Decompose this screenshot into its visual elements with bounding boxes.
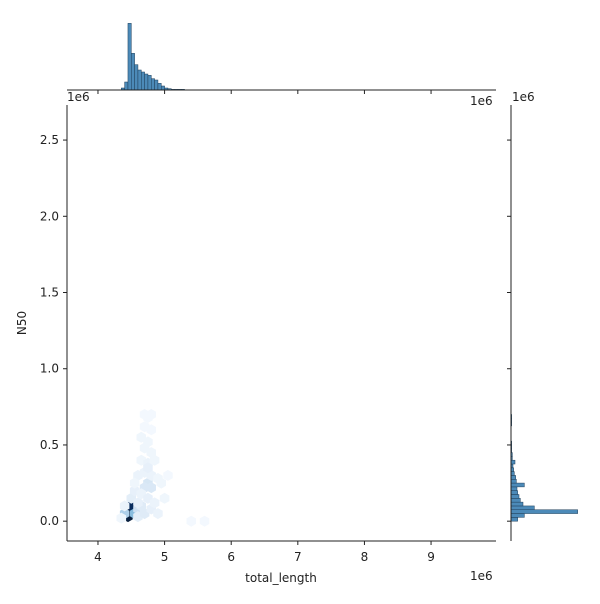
x-tick-label: 8 xyxy=(361,550,369,564)
y-tick-label: 2.0 xyxy=(40,209,59,223)
hex xyxy=(119,500,130,512)
hex xyxy=(153,508,163,520)
top-hist-bar xyxy=(141,71,145,91)
top-hist-bar xyxy=(154,79,159,91)
right-marginal-offset-label: 1e6 xyxy=(512,90,535,104)
hex xyxy=(199,515,210,527)
right-hist-bar xyxy=(510,490,518,495)
right-hist-bar xyxy=(510,482,525,488)
hex xyxy=(116,512,127,524)
x-tick-label: 9 xyxy=(427,550,435,564)
right-hist-bar xyxy=(510,486,518,491)
y-tick-label: 1.0 xyxy=(40,362,59,376)
top-hist-bar xyxy=(127,23,132,91)
hex xyxy=(156,477,166,489)
x-tick-label: 7 xyxy=(294,550,302,564)
hex xyxy=(129,477,140,489)
right-hist-bar xyxy=(510,475,516,480)
y-offset-label: 1e6 xyxy=(67,90,90,104)
hex xyxy=(186,515,196,527)
hex xyxy=(146,424,156,436)
top-hist-bar xyxy=(134,64,139,91)
hex xyxy=(143,462,153,474)
right-hist-bar xyxy=(510,459,516,465)
right-hist-bar xyxy=(510,505,535,510)
right-hist-bar xyxy=(510,501,524,507)
top-hist-bar xyxy=(137,69,142,91)
y-tick-label: 0.5 xyxy=(40,438,59,452)
hex xyxy=(146,447,156,459)
top-hist-bar xyxy=(131,53,135,91)
hex xyxy=(133,497,143,509)
right-hist-bar xyxy=(510,513,525,518)
hex xyxy=(143,436,153,448)
y-tick-label: 0.0 xyxy=(40,514,59,528)
y-axis-label: N50 xyxy=(15,311,29,335)
top-hist-bar xyxy=(157,83,162,91)
right-hist-bar xyxy=(510,517,518,522)
x-tick-label: 6 xyxy=(227,550,235,564)
hex xyxy=(163,469,173,481)
y-tick-label: 1.5 xyxy=(40,286,59,300)
right-hist-bar xyxy=(510,509,578,514)
right-hist-bar xyxy=(510,494,520,499)
top-hist-bar xyxy=(144,73,149,91)
top-hist-bar xyxy=(151,78,155,91)
top-hist-bar xyxy=(161,85,165,91)
x-tick-label: 5 xyxy=(161,550,169,564)
hex xyxy=(159,492,170,504)
right-hist-bar xyxy=(510,479,517,484)
hex xyxy=(146,482,156,494)
top-marginal-offset-label: 1e6 xyxy=(470,94,493,108)
right-hist-bar xyxy=(510,498,521,503)
x-axis-label: total_length xyxy=(245,571,317,585)
x-offset-label: 1e6 xyxy=(470,569,493,583)
y-tick-label: 2.5 xyxy=(40,133,59,147)
top-hist-bar xyxy=(124,81,129,91)
x-tick-label: 4 xyxy=(94,550,102,564)
hex xyxy=(146,409,156,420)
hex xyxy=(149,497,160,509)
top-hist-bar xyxy=(147,75,152,91)
